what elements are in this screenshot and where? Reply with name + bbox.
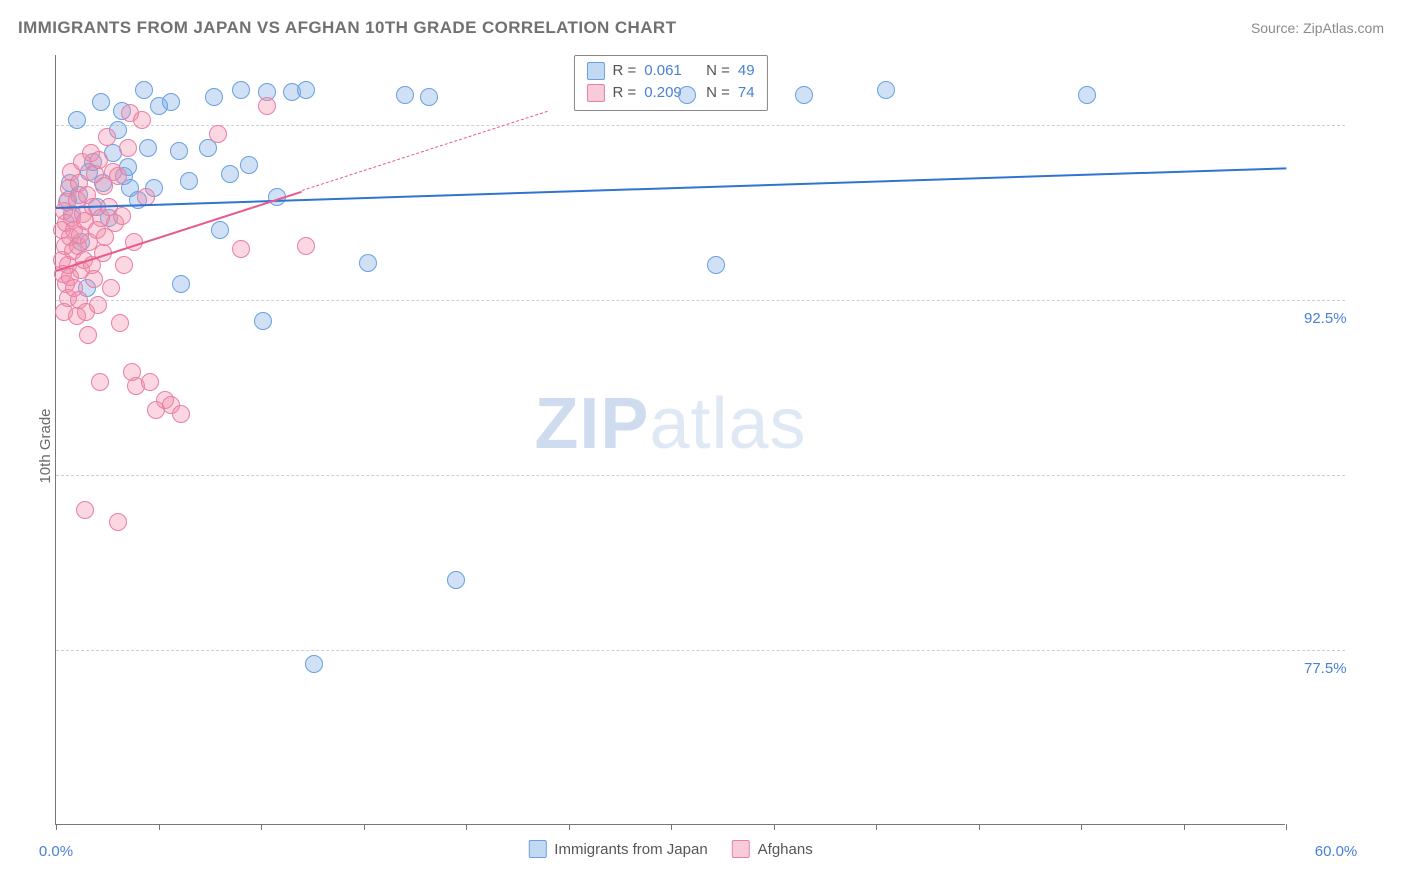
gridline bbox=[56, 125, 1345, 126]
data-point-japan bbox=[68, 111, 86, 129]
chart-title: IMMIGRANTS FROM JAPAN VS AFGHAN 10TH GRA… bbox=[18, 18, 676, 38]
x-tick bbox=[671, 824, 672, 830]
gridline bbox=[56, 650, 1345, 651]
data-point-japan bbox=[707, 256, 725, 274]
x-tick bbox=[56, 824, 57, 830]
correlation-legend: R =0.061 N =49R =0.209 N =74 bbox=[573, 55, 767, 111]
y-axis-label: 10th Grade bbox=[37, 408, 54, 483]
data-point-japan bbox=[135, 81, 153, 99]
data-point-afghans bbox=[109, 167, 127, 185]
data-point-afghans bbox=[232, 240, 250, 258]
data-point-japan bbox=[297, 81, 315, 99]
legend-label: Immigrants from Japan bbox=[554, 841, 707, 858]
x-tick-label: 0.0% bbox=[39, 843, 73, 860]
x-tick-label: 60.0% bbox=[1315, 843, 1358, 860]
data-point-japan bbox=[232, 81, 250, 99]
trend-line bbox=[56, 167, 1286, 209]
data-point-japan bbox=[396, 86, 414, 104]
data-point-japan bbox=[211, 221, 229, 239]
data-point-afghans bbox=[119, 139, 137, 157]
data-point-afghans bbox=[141, 373, 159, 391]
data-point-afghans bbox=[102, 279, 120, 297]
data-point-afghans bbox=[111, 314, 129, 332]
chart-container: IMMIGRANTS FROM JAPAN VS AFGHAN 10TH GRA… bbox=[0, 0, 1406, 892]
data-point-japan bbox=[420, 88, 438, 106]
data-point-afghans bbox=[85, 270, 103, 288]
data-point-afghans bbox=[172, 405, 190, 423]
data-point-afghans bbox=[258, 97, 276, 115]
data-point-afghans bbox=[98, 128, 116, 146]
x-tick bbox=[569, 824, 570, 830]
data-point-afghans bbox=[109, 513, 127, 531]
legend-row: R =0.209 N =74 bbox=[586, 82, 754, 104]
source-site: ZipAtlas.com bbox=[1303, 20, 1384, 36]
x-tick bbox=[876, 824, 877, 830]
data-point-japan bbox=[92, 93, 110, 111]
data-point-japan bbox=[447, 571, 465, 589]
y-tick-label: 77.5% bbox=[1304, 660, 1347, 677]
data-point-japan bbox=[205, 88, 223, 106]
x-tick bbox=[466, 824, 467, 830]
data-point-japan bbox=[172, 275, 190, 293]
data-point-afghans bbox=[209, 125, 227, 143]
watermark-light: atlas bbox=[649, 384, 806, 464]
data-point-japan bbox=[678, 86, 696, 104]
plot-area: ZIPatlas R =0.061 N =49R =0.209 N =74 Im… bbox=[55, 55, 1285, 825]
data-point-japan bbox=[254, 312, 272, 330]
data-point-japan bbox=[162, 93, 180, 111]
legend-swatch bbox=[732, 840, 750, 858]
watermark-bold: ZIP bbox=[534, 384, 649, 464]
legend-swatch bbox=[586, 84, 604, 102]
x-tick bbox=[261, 824, 262, 830]
y-tick-label: 92.5% bbox=[1304, 310, 1347, 327]
legend-item: Afghans bbox=[732, 840, 813, 858]
data-point-afghans bbox=[91, 373, 109, 391]
source-credit: Source: ZipAtlas.com bbox=[1251, 20, 1384, 36]
data-point-afghans bbox=[76, 501, 94, 519]
legend-row: R =0.061 N =49 bbox=[586, 60, 754, 82]
data-point-japan bbox=[139, 139, 157, 157]
gridline bbox=[56, 300, 1345, 301]
legend-item: Immigrants from Japan bbox=[528, 840, 707, 858]
watermark: ZIPatlas bbox=[534, 383, 806, 465]
data-point-afghans bbox=[115, 256, 133, 274]
data-point-japan bbox=[170, 142, 188, 160]
data-point-japan bbox=[877, 81, 895, 99]
gridline bbox=[56, 475, 1345, 476]
data-point-japan bbox=[305, 655, 323, 673]
x-tick bbox=[1184, 824, 1185, 830]
x-tick bbox=[364, 824, 365, 830]
trend-line bbox=[302, 111, 548, 191]
source-label: Source: bbox=[1251, 20, 1303, 36]
data-point-afghans bbox=[89, 296, 107, 314]
data-point-afghans bbox=[113, 207, 131, 225]
data-point-afghans bbox=[297, 237, 315, 255]
data-point-afghans bbox=[133, 111, 151, 129]
data-point-afghans bbox=[79, 326, 97, 344]
data-point-japan bbox=[221, 165, 239, 183]
data-point-japan bbox=[240, 156, 258, 174]
legend-label: Afghans bbox=[758, 841, 813, 858]
legend-swatch bbox=[528, 840, 546, 858]
data-point-japan bbox=[359, 254, 377, 272]
x-tick bbox=[1081, 824, 1082, 830]
x-tick bbox=[1286, 824, 1287, 830]
legend-swatch bbox=[586, 62, 604, 80]
series-legend: Immigrants from Japan Afghans bbox=[528, 840, 812, 858]
data-point-japan bbox=[795, 86, 813, 104]
x-tick bbox=[774, 824, 775, 830]
x-tick bbox=[979, 824, 980, 830]
data-point-japan bbox=[180, 172, 198, 190]
data-point-japan bbox=[1078, 86, 1096, 104]
x-tick bbox=[159, 824, 160, 830]
